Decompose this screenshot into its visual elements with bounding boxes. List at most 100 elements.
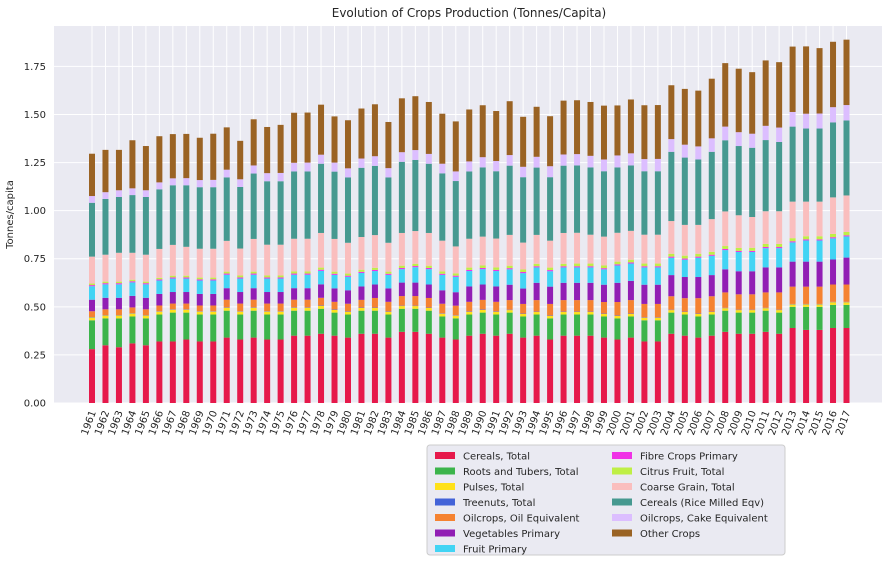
bar-segment [102,309,109,316]
bar-segment [398,306,405,309]
bar-segment [115,190,122,197]
bar-segment [318,270,325,285]
bar-segment [668,310,675,313]
y-axis: 0.00 0.25 0.50 0.75 1.00 1.25 1.50 1.75 [24,62,46,410]
bar-segment [533,266,540,268]
bar-segment [264,314,271,340]
bar-segment [816,286,823,304]
bar-segment [708,314,715,336]
bar-segment [358,272,365,287]
bar-segment [547,177,554,241]
bar-segment [169,275,176,278]
bar-segment [210,133,217,180]
bar-segment [722,63,729,127]
legend-entry: Coarse Grain, Total [640,483,735,494]
bar-segment [264,181,271,245]
bar-segment [843,232,850,236]
bar-segment [641,105,648,160]
bar-segment [641,303,648,318]
bar-segment [560,267,567,283]
legend-swatch [435,514,455,521]
bar-segment [156,136,163,183]
bar-segment [654,266,661,268]
legend-swatch [435,452,455,459]
bar-segment [749,294,756,310]
bar-segment [277,303,284,312]
bar-segment [708,312,715,315]
bar-segment [318,232,325,268]
bar-segment [264,311,271,315]
bar-segment [439,173,446,241]
bar-segment [614,264,621,266]
bar-segment [735,250,742,253]
bar-segment [358,299,365,308]
bar-segment [331,309,338,313]
bar-segment [762,308,769,311]
bar-segment [210,279,217,281]
bar-segment [439,274,446,291]
bar-segment [452,292,459,306]
bar-segment [843,195,850,233]
legend-entry: Other Crops [640,529,700,540]
bar-segment [803,113,810,129]
bar-segment [129,313,136,317]
bar-segment [331,274,338,289]
bar-segment [520,288,527,304]
bar-segment [237,292,244,304]
bar-segment [560,314,567,336]
bar-segment [156,189,163,249]
bar-segment [735,247,742,251]
bar-segment [291,162,298,172]
bar-segment [614,105,621,156]
bar-segment [749,247,756,251]
bar-segment [385,311,392,315]
bar-segment [533,106,540,157]
bar-segment [304,274,311,289]
bar-segment [412,296,419,306]
bar-segment [520,116,527,167]
bar-segment [425,284,432,298]
bar-segment [344,303,351,312]
bar-segment [156,341,163,403]
bar-segment [318,163,325,233]
bar-segment [493,238,500,268]
bar-segment [627,313,634,317]
bar-segment [169,244,176,276]
bar-segment [749,217,756,248]
bar-segment [668,333,675,403]
bar-segment [695,224,702,254]
bar-segment [520,272,527,274]
bar-segment [439,163,446,174]
bar-segment [291,171,298,239]
bar-segment [250,288,257,300]
bar-segment [533,300,540,312]
bar-segment [344,276,351,291]
bar-segment [142,284,149,298]
bar-segment [169,178,176,186]
bar-segment [600,337,607,403]
bar-segment [277,311,284,315]
bar-segment [533,234,540,264]
bar-segment [695,159,702,225]
bar-segment [371,310,378,334]
bar-segment [803,201,810,237]
bar-segment [371,271,378,285]
bar-segment [89,153,95,197]
bar-segment [574,300,581,312]
bar-segment [371,284,378,298]
bar-segment [183,339,190,403]
bar-segment [250,310,257,338]
bar-segment [466,271,473,287]
bar-segment [803,128,810,202]
bar-segment [169,278,176,293]
bar-segment [452,305,459,316]
bar-segment [385,271,392,274]
bar-segment [344,314,351,338]
bar-segment [762,310,769,332]
bar-segment [789,261,796,287]
bar-segment [398,267,405,270]
bar-segment [237,278,244,293]
legend-entry: Citrus Fruit, Total [640,467,724,478]
bar-segment [183,277,190,279]
bar-segment [250,299,257,308]
